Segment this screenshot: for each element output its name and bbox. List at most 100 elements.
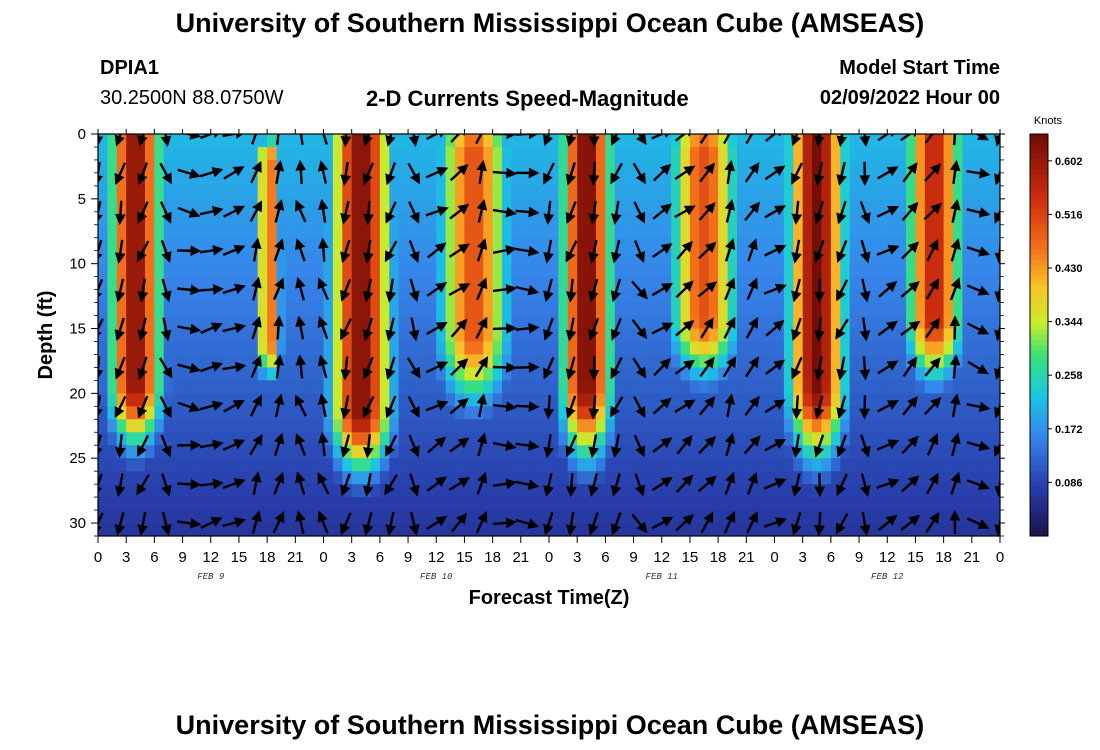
heat-cell bbox=[229, 419, 240, 433]
heat-cell bbox=[849, 341, 860, 356]
heat-cell bbox=[455, 134, 466, 148]
heat-cell bbox=[220, 315, 231, 330]
heat-cell bbox=[962, 367, 973, 381]
x-tick-label: 9 bbox=[178, 549, 186, 566]
heat-cell bbox=[426, 406, 437, 420]
heat-cell bbox=[492, 471, 503, 485]
current-vector bbox=[200, 361, 224, 373]
current-vector bbox=[565, 201, 577, 225]
heat-cell bbox=[868, 289, 879, 304]
heat-cell bbox=[642, 302, 653, 317]
heat-cell bbox=[746, 134, 757, 148]
heat-cell bbox=[953, 523, 964, 536]
heat-cell bbox=[492, 185, 503, 200]
heat-cell bbox=[595, 354, 606, 369]
heat-cell bbox=[191, 367, 202, 381]
heat-cell bbox=[671, 445, 682, 459]
heat-cell bbox=[229, 445, 240, 459]
heat-cell bbox=[558, 393, 569, 407]
heat-cell bbox=[229, 146, 240, 161]
heat-cell bbox=[877, 406, 888, 420]
heat-cell bbox=[718, 185, 729, 200]
heat-cell bbox=[464, 354, 475, 369]
heat-cell bbox=[783, 367, 794, 381]
heat-cell bbox=[398, 198, 409, 213]
heat-cell bbox=[981, 302, 992, 317]
heat-cell bbox=[483, 172, 494, 187]
current-vector bbox=[199, 400, 224, 411]
heat-cell bbox=[708, 341, 719, 356]
heat-cell bbox=[595, 159, 606, 174]
heat-cell bbox=[671, 315, 682, 330]
heat-cell bbox=[182, 250, 193, 265]
heat-cell bbox=[455, 289, 466, 304]
heat-cell bbox=[436, 393, 447, 407]
heat-cell bbox=[436, 289, 447, 304]
heat-cell bbox=[736, 497, 747, 511]
heat-cell bbox=[783, 484, 794, 498]
heat-cell bbox=[426, 523, 437, 536]
heat-cell bbox=[577, 341, 588, 356]
heat-cell bbox=[135, 419, 146, 433]
heat-cell bbox=[126, 237, 137, 252]
heat-cell bbox=[445, 289, 456, 304]
heat-cell bbox=[511, 172, 522, 187]
heat-cell bbox=[257, 432, 268, 446]
heat-cell bbox=[962, 302, 973, 317]
heat-cell bbox=[144, 393, 155, 407]
current-vector bbox=[588, 278, 599, 303]
heat-cell bbox=[511, 328, 522, 343]
heat-cell bbox=[436, 419, 447, 433]
heat-cell bbox=[652, 458, 663, 472]
heat-cell bbox=[304, 328, 315, 343]
heat-cell bbox=[680, 484, 691, 498]
heat-cell bbox=[981, 471, 992, 485]
heat-cell bbox=[689, 510, 700, 524]
heat-cell bbox=[736, 406, 747, 420]
heat-cell bbox=[285, 211, 296, 226]
heat-cell bbox=[135, 510, 146, 524]
heat-cell bbox=[586, 458, 597, 472]
heat-cell bbox=[173, 289, 184, 304]
current-vector bbox=[860, 239, 871, 264]
heat-cell bbox=[210, 445, 221, 459]
heat-cell bbox=[464, 250, 475, 265]
heat-cell bbox=[379, 315, 390, 330]
heat-cell bbox=[736, 510, 747, 524]
colorbar-step bbox=[1030, 430, 1048, 437]
heat-cell bbox=[210, 198, 221, 213]
heat-cell bbox=[126, 406, 137, 420]
heat-cell bbox=[727, 250, 738, 265]
heat-cell bbox=[408, 198, 419, 213]
heat-cell bbox=[642, 432, 653, 446]
heat-cell bbox=[877, 315, 888, 330]
heat-cell bbox=[314, 146, 325, 161]
heat-cell bbox=[971, 198, 982, 213]
x-tick-label: 21 bbox=[512, 549, 529, 566]
heat-cell bbox=[915, 484, 926, 498]
heat-cell bbox=[426, 341, 437, 356]
heat-cell bbox=[652, 406, 663, 420]
heat-cell bbox=[511, 185, 522, 200]
heat-cell bbox=[445, 432, 456, 446]
heat-cell bbox=[351, 380, 362, 394]
current-vector bbox=[137, 356, 148, 380]
heat-cell bbox=[624, 315, 635, 330]
colorbar-step bbox=[1030, 390, 1048, 396]
heat-cell bbox=[511, 198, 522, 213]
heat-cell bbox=[661, 302, 672, 317]
heat-cell bbox=[229, 354, 240, 369]
heat-cell bbox=[652, 471, 663, 485]
heat-cell bbox=[370, 315, 381, 330]
x-tick-label: 3 bbox=[573, 549, 581, 566]
heat-cell bbox=[802, 134, 813, 148]
heat-cell bbox=[126, 276, 137, 291]
heat-cell bbox=[285, 185, 296, 200]
heat-cell bbox=[765, 263, 776, 278]
heat-cell bbox=[520, 341, 531, 356]
heat-cell bbox=[98, 471, 108, 485]
heat-cell bbox=[718, 445, 729, 459]
x-tick-label: 12 bbox=[653, 549, 670, 566]
heat-cell bbox=[962, 445, 973, 459]
heat-cell bbox=[718, 263, 729, 278]
